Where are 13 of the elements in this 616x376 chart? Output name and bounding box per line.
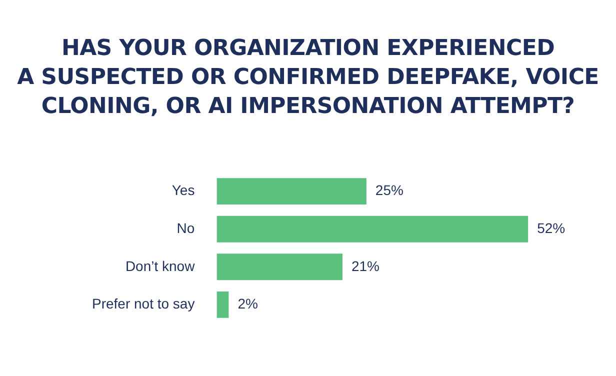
bar (216, 291, 229, 318)
chart-title: HAS YOUR ORGANIZATION EXPERIENCED A SUSPECTED OR CONFIRMED DEEPFAKE, VOICE CLONING, OR AI IMPERSONATION ATTEMPT? (16, 35, 600, 121)
data-label: 25% (375, 182, 404, 198)
y-tick-label: Yes (172, 182, 195, 198)
data-label: 2% (238, 296, 258, 312)
bar (216, 254, 342, 280)
y-tick-label: Prefer not to say (92, 296, 195, 312)
data-label: 52% (537, 220, 566, 236)
bar (216, 178, 366, 205)
data-label: 21% (351, 258, 380, 274)
y-tick-label: No (176, 220, 195, 236)
y-tick-label: Don’t know (125, 258, 196, 274)
bar (216, 216, 528, 242)
